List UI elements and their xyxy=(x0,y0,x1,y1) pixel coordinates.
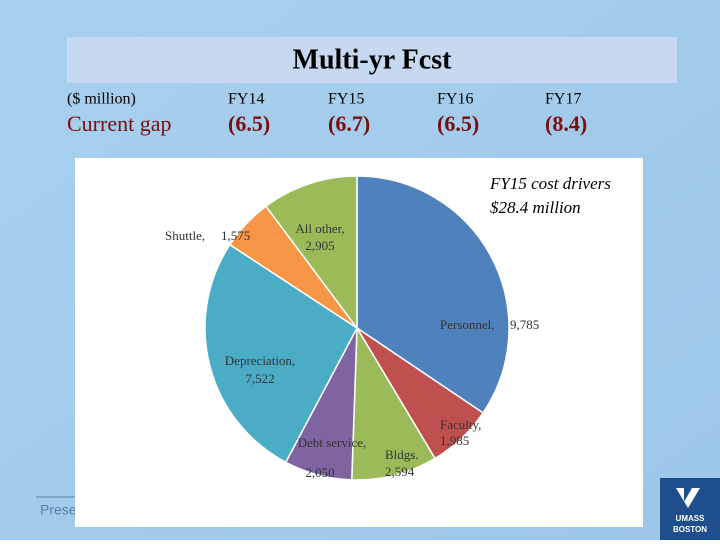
slide-title: Multi-yr Fcst xyxy=(293,44,453,75)
table-cell: (8.4) xyxy=(545,111,587,136)
row-label: Current gap xyxy=(67,111,171,136)
slice-label: Depreciation, xyxy=(225,353,295,368)
table-header: ($ million) xyxy=(67,91,136,108)
pie-slice xyxy=(264,175,358,331)
table-header: FY15 xyxy=(328,91,364,108)
value-label: 1,985 xyxy=(440,433,469,448)
footer-text: Prese xyxy=(40,502,77,518)
pie-slice xyxy=(204,243,358,464)
pie-slice xyxy=(356,175,510,414)
value-label: 2,594 xyxy=(385,464,415,479)
table-cell: (6.7) xyxy=(328,111,370,136)
pie: Personnel, 9,785 Faculty,1,985 Bldgs. 2,594 D… xyxy=(165,175,539,481)
slice-label: Personnel, xyxy=(440,317,495,332)
value-label: 1,575 xyxy=(221,228,250,243)
pie-slice xyxy=(350,325,437,481)
slice-label: Shuttle, xyxy=(165,228,205,243)
table-header: FY16 xyxy=(437,91,473,108)
table-header: FY14 xyxy=(228,91,264,108)
slice-label: Bldgs. xyxy=(385,447,419,462)
value-label: 7,522 xyxy=(245,371,274,386)
table-header: FY17 xyxy=(545,91,581,108)
chart-subtitle: $28.4 million xyxy=(490,198,581,217)
table-cell: (6.5) xyxy=(228,111,270,136)
value-label: 2,905 xyxy=(305,238,334,253)
logo-text: BOSTON xyxy=(673,525,707,534)
slice-label: All other, xyxy=(295,221,344,236)
value-label: 9,785 xyxy=(510,317,539,332)
logo-box xyxy=(660,478,720,540)
slice-label: Debt service, xyxy=(298,435,367,450)
chart-title: FY15 cost drivers xyxy=(489,174,611,193)
value-label: 2,050 xyxy=(305,465,334,480)
slice-label: Faculty, xyxy=(440,417,481,432)
logo-mark xyxy=(676,488,700,508)
logo-text: UMASS xyxy=(676,514,706,523)
table-cell: (6.5) xyxy=(437,111,479,136)
title-box xyxy=(67,37,677,83)
